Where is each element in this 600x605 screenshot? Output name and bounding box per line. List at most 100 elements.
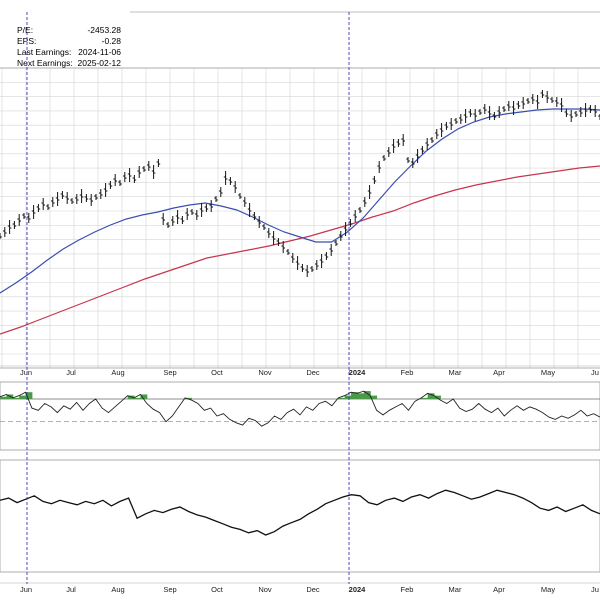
price-bar xyxy=(387,147,391,157)
price-bar xyxy=(118,180,122,186)
price-bars-layer xyxy=(0,90,600,277)
price-bar xyxy=(579,107,583,117)
next-earnings-label: Next Earnings: xyxy=(17,58,73,68)
overbought-fill xyxy=(19,395,27,399)
x-tick-label: Jun xyxy=(20,585,32,594)
price-bar xyxy=(190,209,194,215)
price-bar xyxy=(209,200,213,212)
x-tick-label: Mar xyxy=(449,585,462,594)
price-bar xyxy=(252,212,257,220)
x-tick-label: Feb xyxy=(401,585,414,594)
eps-value: -0.28 xyxy=(102,36,122,46)
overbought-fill xyxy=(427,393,435,399)
overbought-fill xyxy=(357,393,365,399)
price-bar xyxy=(564,109,569,117)
price-bar xyxy=(180,216,185,224)
price-bar xyxy=(430,137,434,143)
price-bar xyxy=(219,187,223,197)
price-bar xyxy=(468,109,473,117)
x-tick-label: Oct xyxy=(211,368,224,377)
price-bar xyxy=(343,222,348,236)
price-bar xyxy=(247,203,252,217)
x-tick-label: Oct xyxy=(211,585,224,594)
price-bar xyxy=(559,98,564,112)
price-bar xyxy=(449,118,453,130)
price-bar xyxy=(127,168,132,182)
period-separators xyxy=(26,12,350,584)
price-bar xyxy=(511,101,516,115)
price-bar xyxy=(286,249,290,255)
price-bar xyxy=(593,105,597,117)
price-bar xyxy=(123,172,127,182)
price-bar xyxy=(233,181,237,193)
price-bar xyxy=(521,97,525,109)
price-bar xyxy=(262,224,266,230)
price-panel-grid xyxy=(0,11,600,369)
price-bar xyxy=(439,123,444,137)
price-bar xyxy=(295,256,300,270)
price-bar xyxy=(171,216,175,226)
price-bar xyxy=(459,114,463,124)
pe-label: P/E: xyxy=(17,25,33,35)
price-bar xyxy=(195,210,199,220)
overbought-fill xyxy=(0,396,7,399)
indicator-panel-1 xyxy=(0,381,600,451)
price-bar xyxy=(238,193,242,199)
price-bar xyxy=(516,101,521,109)
moving-average-long-line xyxy=(0,165,600,335)
x-tick-label: 2024 xyxy=(349,368,367,377)
price-bar xyxy=(214,196,218,202)
price-bar xyxy=(411,158,415,168)
price-bar xyxy=(334,240,338,246)
indicator-2-line xyxy=(0,489,600,536)
price-bar xyxy=(31,205,36,219)
overbought-fill xyxy=(185,397,192,399)
x-tick-label: Jun xyxy=(20,368,32,377)
overbought-fill xyxy=(351,392,358,399)
x-axis-bottom: Jun Jul Aug Sep Oct Nov Dec 2024 Feb Mar Apr May Ju xyxy=(0,582,600,594)
price-bar xyxy=(353,210,357,222)
price-bar xyxy=(310,266,314,272)
price-bar xyxy=(329,244,333,256)
price-bar xyxy=(276,238,281,246)
price-bar xyxy=(555,97,559,107)
x-tick-label: Ju xyxy=(591,368,599,377)
price-bar xyxy=(406,157,410,163)
overbought-fill xyxy=(421,397,429,399)
price-bar xyxy=(185,208,189,220)
price-bar xyxy=(454,118,458,124)
x-tick-label: Aug xyxy=(111,585,124,594)
price-bar xyxy=(17,214,21,226)
price-bar xyxy=(281,241,285,253)
price-bar xyxy=(478,109,482,115)
overbought-fill xyxy=(434,395,441,399)
price-bar xyxy=(507,101,511,111)
price-bar xyxy=(396,139,401,147)
price-bar xyxy=(22,213,26,219)
price-bar xyxy=(267,228,271,238)
x-tick-label: Aug xyxy=(111,368,124,377)
price-bar xyxy=(531,94,535,104)
price-bar xyxy=(199,203,204,217)
price-bar xyxy=(204,204,209,212)
price-bar xyxy=(147,161,151,171)
price-bar xyxy=(89,194,93,206)
price-bar xyxy=(65,192,69,204)
price-bar xyxy=(574,111,578,117)
x-tick-label: May xyxy=(541,368,555,377)
price-bar xyxy=(36,204,41,212)
x-tick-label: Mar xyxy=(449,368,462,377)
price-bar xyxy=(75,194,79,204)
price-bar xyxy=(535,95,540,109)
x-tick-label: Ju xyxy=(591,585,599,594)
price-bar xyxy=(161,213,165,225)
x-tick-label: Jul xyxy=(66,585,76,594)
price-bar xyxy=(46,204,50,210)
price-bar xyxy=(435,129,439,139)
overbought-fill xyxy=(370,395,378,399)
price-bar xyxy=(55,192,60,206)
last-earnings-label: Last Earnings: xyxy=(17,47,71,57)
price-bar xyxy=(444,122,449,130)
x-tick-label: Sep xyxy=(163,585,176,594)
